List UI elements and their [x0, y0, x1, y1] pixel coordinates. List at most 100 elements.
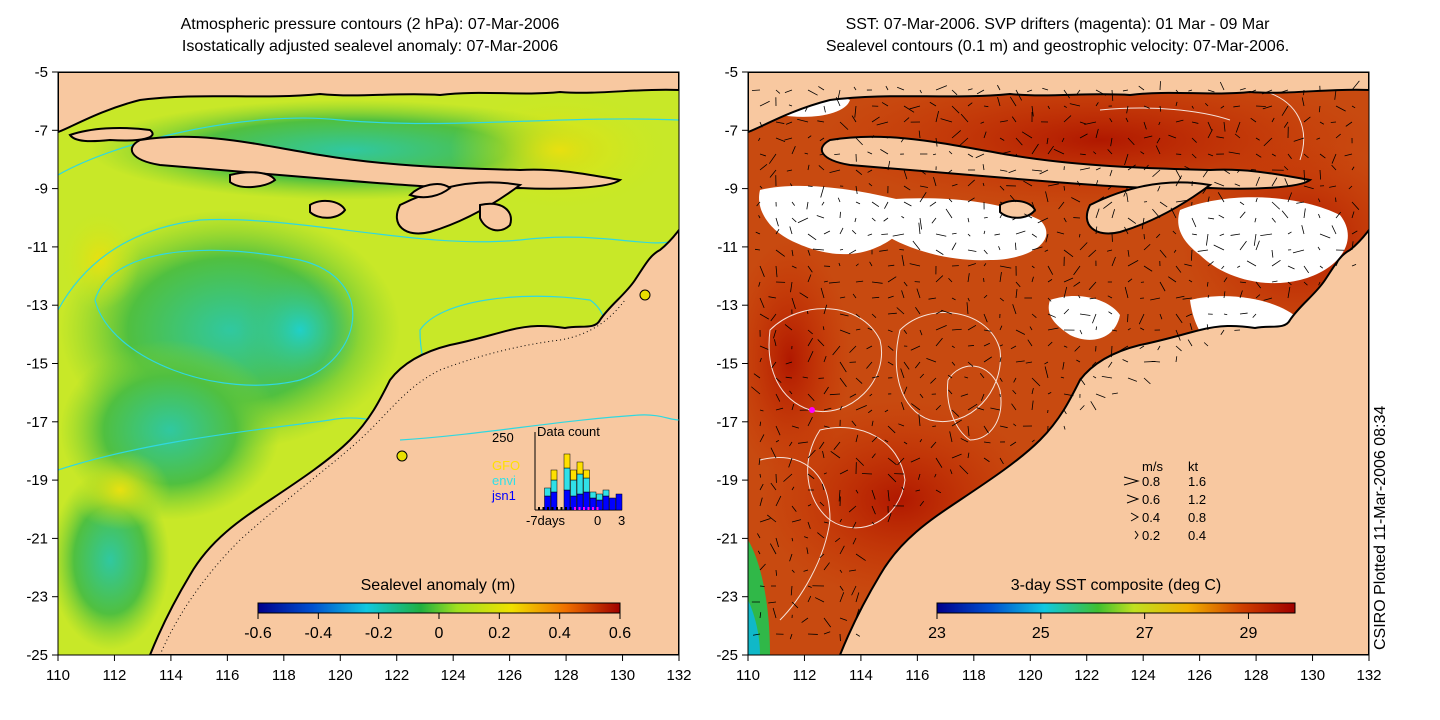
velocity-vector: [1047, 279, 1053, 283]
velocity-vector: [1063, 89, 1070, 99]
velocity-vector: [935, 275, 944, 283]
velocity-vector: [1063, 185, 1065, 191]
velocity-legend-kt: 0.4: [1188, 528, 1206, 543]
velocity-vector: [855, 263, 859, 267]
velocity-vector: [1046, 137, 1049, 145]
y-tick-label: -21: [716, 530, 738, 547]
velocity-vector: [839, 248, 844, 251]
velocity-legend-arrow: [1126, 494, 1140, 504]
tide-gauge-marker: [639, 289, 651, 301]
sla-colorbar-gradient: [257, 602, 621, 614]
velocity-vector: [821, 483, 825, 491]
velocity-vector: [1143, 184, 1147, 187]
velocity-vector: [854, 105, 857, 118]
velocity-vector: [807, 473, 815, 480]
x-tick-label: 110: [46, 667, 70, 684]
colorbar-tick-label: 25: [1032, 625, 1050, 642]
velocity-vector: [771, 361, 777, 368]
velocity-vector: [823, 407, 832, 411]
velocity-vector: [791, 537, 794, 542]
velocity-vector: [1076, 359, 1081, 363]
velocity-vector: [1190, 249, 1193, 261]
velocity-vector: [1351, 166, 1355, 171]
velocity-vector: [1207, 121, 1212, 131]
velocity-vector: [1015, 153, 1018, 157]
sla-high-region-2: [70, 450, 170, 530]
velocity-vector: [1255, 153, 1262, 158]
velocity-vector: [997, 84, 1001, 91]
x-tick-label: 112: [102, 667, 126, 684]
velocity-vector: [967, 263, 976, 267]
velocity-vector: [1175, 101, 1178, 107]
velocity-vector: [759, 612, 762, 619]
velocity-vector: [1124, 226, 1129, 235]
inset-bar: [602, 495, 610, 511]
velocity-vector: [1045, 233, 1049, 243]
velocity-vector: [935, 489, 942, 494]
velocity-vector: [887, 473, 897, 483]
velocity-vector: [910, 457, 921, 463]
velocity-vector: [789, 441, 793, 447]
velocity-vector: [768, 153, 777, 164]
velocity-vector: [1073, 281, 1081, 287]
velocity-vector: [1143, 105, 1150, 109]
inset-xtick-end: 3: [618, 513, 625, 528]
velocity-vector: [887, 312, 897, 315]
velocity-vector: [967, 324, 977, 331]
velocity-vector: [775, 229, 780, 235]
velocity-vector: [903, 441, 908, 445]
velocity-vector: [839, 313, 849, 317]
colorbar-tick-label: 0.2: [488, 625, 510, 642]
velocity-vector: [1107, 185, 1113, 190]
velocity-vector: [887, 489, 890, 502]
velocity-vector: [1318, 281, 1321, 286]
velocity-vector: [759, 473, 761, 478]
velocity-vector: [1063, 105, 1067, 108]
velocity-vector: [759, 518, 771, 523]
velocity-vector: [1011, 403, 1017, 411]
velocity-vector: [1152, 169, 1161, 178]
velocity-vector: [1079, 242, 1088, 251]
velocity-legend-rows: 0.8 1.6 0.6 1.2 0.4 0.8 0.2 0.4: [1123, 474, 1206, 543]
velocity-legend-arrow: [1123, 476, 1140, 486]
velocity-vector: [871, 521, 875, 525]
velocity-vector: [1207, 153, 1214, 157]
velocity-vector: [967, 361, 974, 367]
velocity-vector: [1031, 233, 1038, 238]
velocity-vector: [1125, 117, 1129, 123]
velocity-vector: [807, 504, 812, 507]
velocity-vector: [918, 414, 921, 427]
velocity-vector: [1281, 105, 1289, 116]
velocity-vector: [871, 313, 877, 318]
velocity-vector: [1159, 313, 1163, 320]
velocity-vector: [935, 137, 938, 147]
y-tick-label: -17: [26, 414, 48, 431]
velocity-vector: [1063, 425, 1066, 430]
velocity-vector: [910, 345, 921, 351]
velocity-vector: [1206, 281, 1209, 287]
velocity-vector: [980, 121, 985, 124]
velocity-vector: [775, 121, 785, 124]
velocity-vector: [871, 201, 880, 207]
velocity-vector: [1206, 233, 1209, 246]
velocity-vector: [1159, 201, 1168, 208]
velocity-vector: [829, 393, 841, 396]
velocity-vector: [967, 249, 977, 252]
velocity-vector: [791, 217, 797, 223]
velocity-vector: [999, 377, 1003, 382]
velocity-vector: [806, 547, 809, 555]
velocity-vector: [1260, 233, 1273, 237]
velocity-vector: [1101, 375, 1113, 379]
y-tick-label: -23: [26, 589, 48, 606]
velocity-vector: [1319, 265, 1324, 269]
velocity-vector: [1246, 260, 1257, 267]
velocity-vector: [759, 434, 765, 443]
velocity-vector: [1223, 277, 1228, 283]
velocity-vector: [1189, 323, 1193, 331]
tide-gauge-marker: [396, 450, 408, 462]
velocity-vector: [948, 151, 953, 155]
velocity-vector: [1012, 217, 1017, 221]
velocity-vector: [884, 409, 889, 413]
velocity-vector: [917, 473, 921, 480]
inset-bar: [563, 467, 571, 491]
